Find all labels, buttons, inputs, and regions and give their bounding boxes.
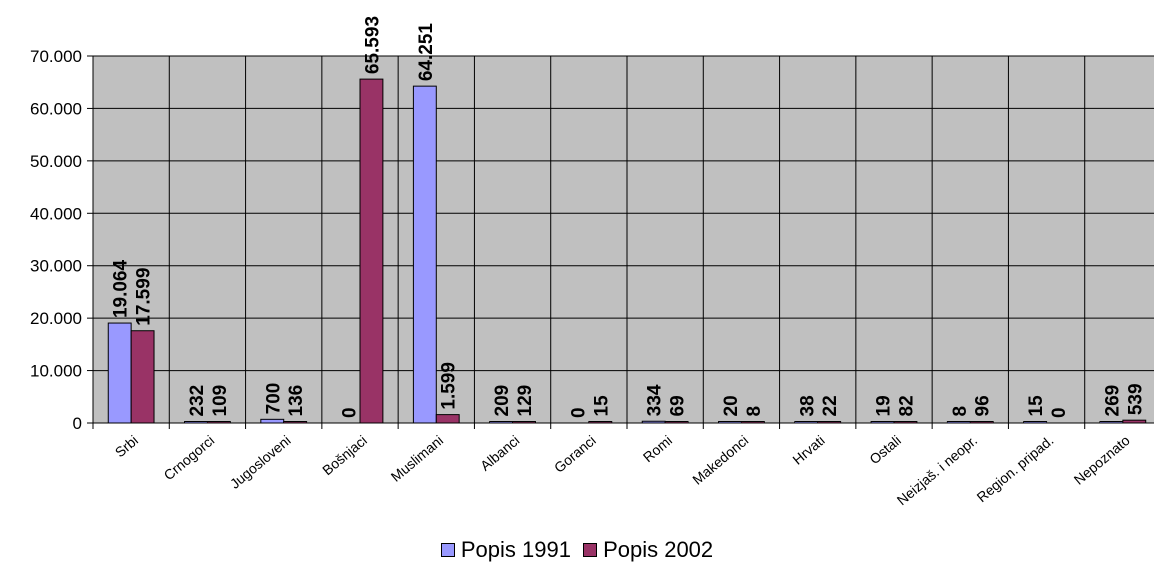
x-tick-label: Romi: [640, 432, 675, 465]
legend: Popis 1991 Popis 2002: [0, 537, 1154, 563]
x-tick-label: Crnogorci: [161, 432, 218, 483]
bar-value-label: 19: [874, 395, 895, 416]
bar-value-label: 17.599: [134, 268, 155, 326]
x-tick-label: Srbi: [112, 432, 141, 460]
legend-label-2002: Popis 2002: [603, 537, 714, 562]
bar-value-label: 38: [797, 395, 818, 416]
y-axis-ticks: 0 10.000 20.000 30.000 40.000 50.000 60.000 70.…: [30, 47, 93, 433]
y-tick-label: 20.000: [30, 309, 82, 328]
bar: [435, 414, 460, 424]
bar-value-label: 129: [515, 385, 536, 417]
bar-value-label: 65.593: [362, 16, 383, 74]
bar-value-label: 136: [286, 385, 307, 417]
x-tick-label: Jugosloveni: [227, 432, 294, 492]
bar: [107, 322, 132, 424]
legend-swatch-1991: [440, 543, 455, 557]
x-tick-label: Goranci: [551, 432, 599, 476]
bar-value-label: 0: [568, 407, 589, 418]
bar: [260, 418, 285, 424]
x-tick-label: Nepoznato: [1071, 432, 1133, 488]
legend-item-2002: Popis 2002: [583, 537, 713, 563]
bar-value-label: 82: [896, 395, 917, 416]
bar: [130, 330, 155, 424]
y-tick-label: 0: [73, 414, 82, 433]
x-tick-label: Muslimani: [388, 432, 447, 485]
bar-value-label: 19.064: [111, 260, 132, 319]
x-tick-label: Albanci: [477, 432, 522, 474]
x-tick-label: Makedonci: [689, 432, 751, 488]
bar: [412, 85, 437, 424]
x-tick-label: Region. pripad.: [973, 432, 1056, 505]
bar-value-label: 15: [1026, 395, 1047, 417]
y-tick-label: 50.000: [30, 152, 82, 171]
bar-value-label: 22: [820, 395, 841, 416]
y-tick-label: 70.000: [30, 47, 82, 66]
bar-labels: 19.064 232 700 0 64.251 209 0 334 20 38 19 8 15 269 17…: [111, 16, 1147, 418]
plot-area: [93, 56, 1154, 423]
x-tick-label: Bošnjaci: [319, 432, 370, 478]
legend-item-1991: Popis 1991: [440, 537, 571, 563]
bar-value-label: 109: [210, 385, 231, 417]
bar-value-label: 334: [645, 384, 666, 416]
bar-value-label: 8: [950, 406, 971, 417]
bar-value-label: 232: [187, 385, 208, 417]
legend-swatch-2002: [583, 543, 598, 557]
x-tick-label: Hrvati: [789, 432, 827, 468]
bar-value-label: 209: [492, 385, 513, 417]
bar-value-label: 269: [1102, 385, 1123, 417]
legend-label-1991: Popis 1991: [460, 537, 571, 562]
y-tick-label: 30.000: [30, 257, 82, 276]
y-tick-label: 60.000: [30, 99, 82, 118]
y-tick-label: 40.000: [30, 204, 82, 223]
x-tick-label: Neizjaš. i neopr.: [894, 432, 981, 508]
bar-value-label: 0: [1049, 407, 1070, 418]
bar-value-label: 69: [668, 395, 689, 416]
bar-value-label: 0: [340, 407, 361, 418]
bar-value-label: 64.251: [416, 23, 437, 82]
y-tick-label: 10.000: [30, 362, 82, 381]
bar-value-label: 700: [263, 383, 284, 415]
bar: [359, 78, 384, 424]
bar-value-label: 15: [591, 395, 612, 417]
axes: [92, 56, 1154, 424]
x-axis-ticks: Srbi Crnogorci Jugosloveni Bošnjaci Musliman…: [92, 423, 1133, 508]
grid: [93, 55, 1154, 424]
bar-value-label: 539: [1125, 383, 1146, 415]
bar-value-label: 8: [744, 406, 765, 417]
bar-value-label: 20: [721, 395, 742, 416]
bar-value-label: 1.599: [439, 362, 460, 410]
x-tick-label: Ostali: [866, 432, 904, 467]
bar-value-label: 96: [973, 395, 994, 416]
bars: [107, 78, 1147, 424]
